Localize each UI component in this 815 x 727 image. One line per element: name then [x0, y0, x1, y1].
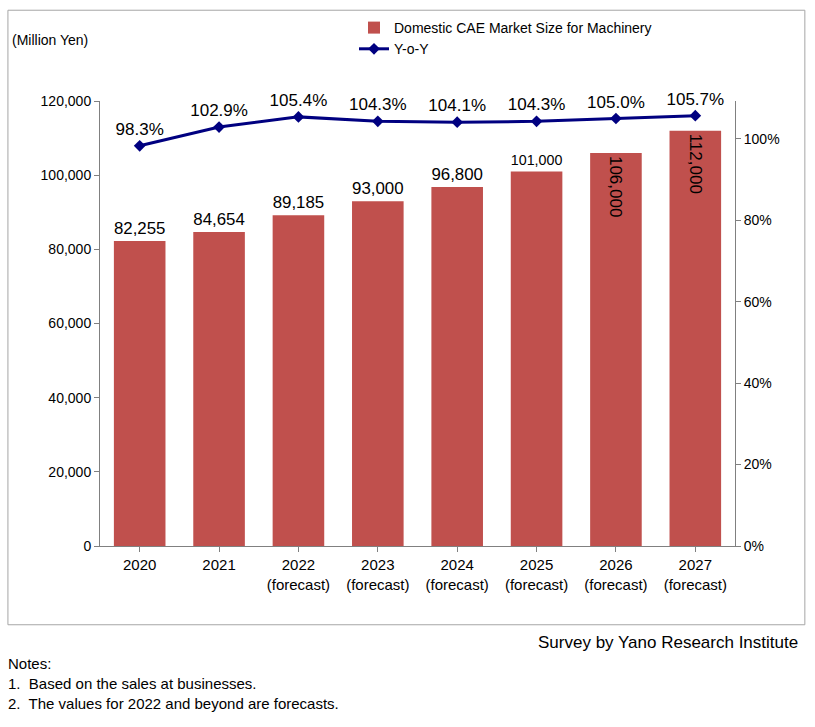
- svg-text:84,654: 84,654: [193, 210, 245, 229]
- svg-text:Y-o-Y: Y-o-Y: [394, 41, 429, 57]
- svg-text:2027(forecast): 2027(forecast): [664, 556, 727, 593]
- svg-text:2026(forecast): 2026(forecast): [584, 556, 647, 593]
- svg-text:0: 0: [83, 538, 91, 554]
- svg-text:2. The values for 2022 and be: 2. The values for 2022 and beyond are fo…: [8, 695, 339, 712]
- svg-text:80%: 80%: [744, 212, 772, 228]
- svg-text:1. Based on the sales at busi: 1. Based on the sales at businesses.: [8, 675, 257, 692]
- svg-text:104.1%: 104.1%: [428, 96, 486, 115]
- svg-text:40%: 40%: [744, 375, 772, 391]
- svg-text:101,000: 101,000: [511, 152, 563, 168]
- svg-text:106,000: 106,000: [606, 156, 625, 217]
- svg-text:0%: 0%: [744, 538, 764, 554]
- svg-text:104.3%: 104.3%: [349, 95, 407, 114]
- svg-text:2022(forecast): 2022(forecast): [267, 556, 330, 593]
- svg-text:2024(forecast): 2024(forecast): [426, 556, 489, 593]
- svg-text:80,000: 80,000: [48, 241, 91, 257]
- svg-text:89,185: 89,185: [273, 193, 325, 212]
- svg-text:20%: 20%: [744, 456, 772, 472]
- svg-text:104.3%: 104.3%: [508, 95, 566, 114]
- svg-text:98.3%: 98.3%: [116, 120, 164, 139]
- svg-text:Survey by Yano Research Instit: Survey by Yano Research Institute: [538, 633, 798, 652]
- svg-text:2020: 2020: [123, 556, 156, 573]
- svg-text:112,000: 112,000: [686, 134, 705, 194]
- svg-text:Notes:: Notes:: [8, 655, 51, 672]
- svg-text:105.4%: 105.4%: [270, 91, 328, 110]
- svg-text:60,000: 60,000: [48, 315, 91, 331]
- svg-text:Domestic CAE Market Size for M: Domestic CAE Market Size for Machinery: [394, 20, 652, 36]
- svg-text:82,255: 82,255: [114, 219, 166, 238]
- svg-text:2021: 2021: [202, 556, 235, 573]
- svg-text:100,000: 100,000: [41, 167, 92, 183]
- svg-text:2023(forecast): 2023(forecast): [346, 556, 409, 593]
- svg-text:102.9%: 102.9%: [190, 101, 248, 120]
- svg-text:120,000: 120,000: [41, 93, 92, 109]
- svg-text:(Million Yen): (Million Yen): [12, 32, 88, 48]
- svg-text:60%: 60%: [744, 294, 772, 310]
- svg-text:40,000: 40,000: [48, 390, 91, 406]
- svg-text:105.7%: 105.7%: [666, 90, 724, 109]
- svg-text:96,800: 96,800: [431, 165, 483, 184]
- svg-text:20,000: 20,000: [48, 464, 91, 480]
- svg-text:93,000: 93,000: [352, 179, 404, 198]
- svg-text:100%: 100%: [744, 131, 780, 147]
- svg-text:105.0%: 105.0%: [587, 93, 645, 112]
- svg-text:2025(forecast): 2025(forecast): [505, 556, 568, 593]
